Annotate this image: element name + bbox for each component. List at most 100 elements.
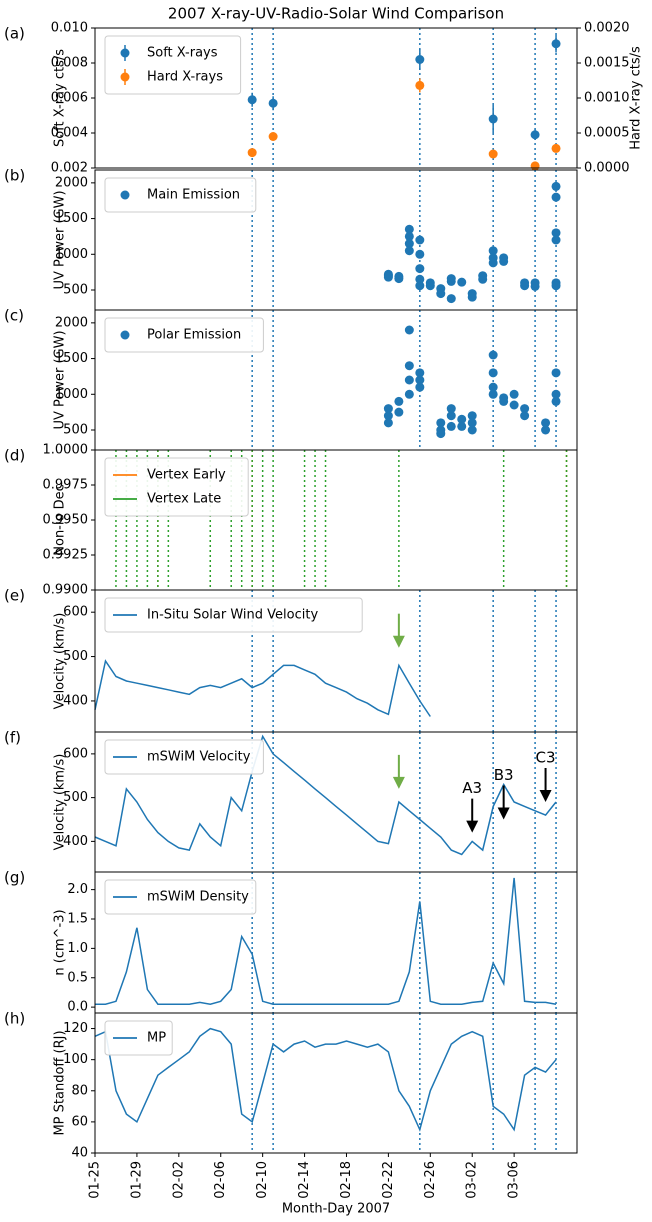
- y-axis-label: Soft X-ray cts/s: [53, 49, 68, 147]
- y-tick-label: 500: [63, 423, 88, 438]
- y-axis-label: UV Power (GW): [53, 190, 68, 289]
- y-tick-label: 60: [71, 1114, 88, 1129]
- point: [404, 231, 414, 241]
- x-tick-label: 01-25: [88, 1161, 103, 1199]
- point: [551, 39, 561, 49]
- y2-tick-label: 0.0015: [584, 56, 630, 71]
- point: [446, 294, 456, 304]
- point: [520, 404, 530, 414]
- line: [94, 734, 557, 856]
- point: [488, 382, 498, 392]
- y-tick-label: 600: [63, 605, 88, 620]
- y-tick-label: 100: [63, 1052, 88, 1067]
- legend-box: [104, 35, 242, 95]
- point: [551, 228, 561, 238]
- point: [383, 272, 393, 282]
- point: [415, 235, 425, 245]
- point: [488, 258, 498, 268]
- point: [446, 421, 456, 431]
- point: [488, 114, 498, 124]
- y-tick-label: 0.0: [67, 1000, 88, 1015]
- line: [94, 659, 431, 717]
- y-tick-label: 0.002: [51, 161, 88, 176]
- point: [404, 361, 414, 371]
- y-tick-label: 400: [63, 834, 88, 849]
- x-tick-label: 02-22: [381, 1161, 396, 1199]
- y-tick-label: 2000: [55, 175, 88, 190]
- x-tick-label: 02-18: [339, 1161, 354, 1199]
- y-tick-label: 120: [63, 1021, 88, 1036]
- y-tick-label: 2.0: [67, 882, 88, 897]
- point: [551, 181, 561, 191]
- point: [404, 239, 414, 249]
- y-tick-label: 80: [71, 1083, 88, 1098]
- annotation-arrowhead: [539, 790, 552, 802]
- point: [415, 264, 425, 274]
- x-tick-label: 03-06: [507, 1161, 522, 1199]
- legend-box: [104, 597, 363, 633]
- y-tick-label: 0.004: [51, 126, 88, 141]
- y-tick-label: 0.010: [51, 21, 88, 36]
- point: [509, 400, 519, 410]
- legend-label: mSWiM Velocity: [147, 750, 251, 765]
- line: [94, 1027, 557, 1132]
- x-tick-label: 02-14: [297, 1161, 312, 1199]
- panel: 2007 X-ray-UV-Radio-Solar Wind Compariso…: [4, 5, 644, 176]
- panel-label: (b): [4, 167, 25, 185]
- point: [247, 148, 257, 158]
- point: [457, 414, 467, 424]
- y-axis-label: n (cm^-3): [53, 909, 68, 975]
- point: [415, 80, 425, 90]
- point: [446, 276, 456, 286]
- point: [436, 425, 446, 435]
- plot-frame: [94, 1012, 578, 1154]
- annotation-arrowhead: [392, 776, 405, 789]
- y-tick-label: 0.9950: [43, 513, 89, 528]
- point: [383, 404, 393, 414]
- y2-axis-label: Hard X-ray cts/s: [629, 46, 644, 150]
- y-tick-label: 1.5: [67, 912, 88, 927]
- y2-tick-label: 0.0010: [584, 91, 630, 106]
- point: [551, 396, 561, 406]
- y-tick-label: 0.5: [67, 970, 88, 985]
- y-tick-label: 1.0000: [43, 443, 89, 458]
- legend-swatch: [120, 330, 130, 340]
- point: [520, 281, 530, 291]
- y-tick-label: 600: [63, 746, 88, 761]
- panel-label: (g): [4, 869, 25, 887]
- y-tick-label: 1500: [55, 211, 88, 226]
- legend-swatch: [120, 48, 130, 58]
- legend-box: [104, 1020, 173, 1056]
- panel-label: (c): [4, 307, 24, 325]
- legend-swatch: [120, 190, 130, 200]
- x-tick-label: 02-02: [171, 1161, 186, 1199]
- point: [530, 130, 540, 140]
- point: [467, 418, 477, 428]
- point: [268, 98, 278, 108]
- point: [488, 389, 498, 399]
- legend-label: mSWiM Density: [147, 890, 249, 905]
- panel-label: (f): [4, 729, 21, 747]
- y-tick-label: 1000: [55, 247, 88, 262]
- point: [488, 246, 498, 256]
- panel: (e) Velocity (km/s)400 500 600 In-Situ Solar…: [4, 587, 578, 733]
- panel-label: (d): [4, 447, 25, 465]
- y-tick-label: 2000: [55, 315, 88, 330]
- point: [404, 224, 414, 234]
- point: [415, 382, 425, 392]
- point: [404, 389, 414, 399]
- legend-label: Main Emission: [147, 188, 240, 203]
- x-tick-label: 01-29: [129, 1161, 144, 1199]
- annotation-text: C3: [536, 749, 556, 767]
- y-tick-label: 40: [71, 1146, 88, 1161]
- y-tick-label: 0.006: [51, 91, 88, 106]
- point: [394, 407, 404, 417]
- point: [530, 161, 540, 171]
- y-tick-label: 1.0: [67, 941, 88, 956]
- y2-tick-label: 0.0005: [584, 126, 630, 141]
- annotation-arrowhead: [466, 820, 479, 833]
- point: [467, 411, 477, 421]
- point: [499, 253, 509, 263]
- legend-label: Hard X-rays: [147, 70, 223, 85]
